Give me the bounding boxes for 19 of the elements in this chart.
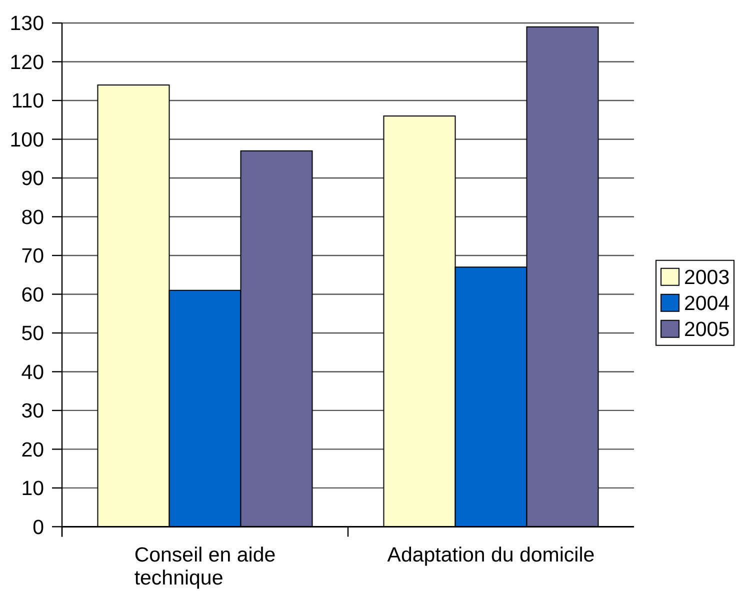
y-tick-label: 130	[10, 12, 44, 36]
y-tick-label: 110	[11, 90, 44, 113]
y-tick-label: 80	[21, 206, 44, 229]
y-tick-label: 100	[10, 128, 44, 152]
legend-label: 2005	[684, 318, 730, 342]
y-tick-label: 0	[32, 516, 44, 539]
y-tick-label: 10	[21, 477, 44, 500]
x-tick-label: Adaptation du domicile	[387, 544, 595, 567]
y-tick-label: 90	[21, 167, 44, 190]
y-tick-label: 50	[21, 322, 44, 346]
y-tick-label: 60	[21, 283, 44, 306]
legend-label: 2003	[684, 266, 730, 290]
x-tick-label: Conseil en aide technique	[134, 544, 276, 590]
legend-label: 2004	[684, 292, 730, 316]
y-tick-label: 30	[21, 400, 44, 423]
y-tick-label: 70	[21, 244, 44, 268]
y-tick-label: 120	[10, 50, 44, 74]
y-tick-label: 20	[21, 438, 44, 462]
y-tick-label: 40	[21, 360, 44, 384]
